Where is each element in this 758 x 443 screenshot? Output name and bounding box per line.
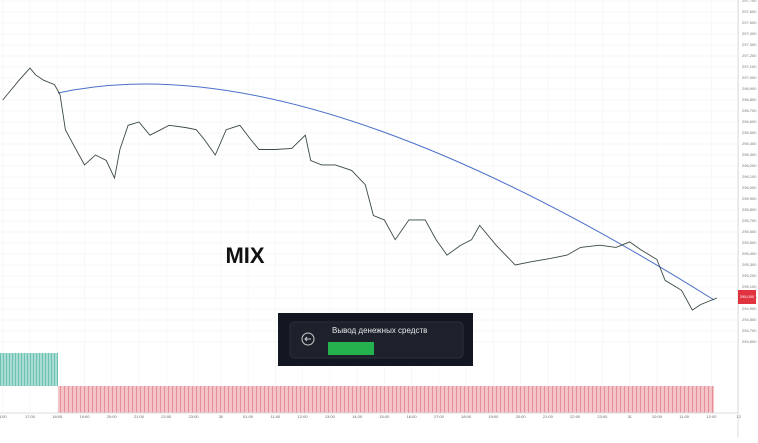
trend-curve	[57, 83, 715, 301]
x-tick-label: 22:00	[570, 414, 581, 419]
x-tick-label: 20:00	[107, 414, 118, 419]
y-tick-label: 294,800	[742, 317, 757, 322]
y-tick-label: 295,900	[742, 196, 757, 201]
x-tick-label: 13:00	[325, 414, 336, 419]
x-tick-label: 19:00	[79, 414, 90, 419]
toast-button[interactable]	[328, 342, 374, 355]
x-tick-label: 23:00	[189, 414, 200, 419]
x-tick-label: 11:00	[679, 414, 689, 419]
y-tick-label: 297,300	[742, 42, 757, 47]
y-tick-label: 295,300	[742, 262, 757, 267]
x-tick-label: 19:00	[488, 414, 499, 419]
x-tick-label: 23:00	[597, 414, 608, 419]
y-tick-label: 296,300	[742, 152, 757, 157]
y-tick-label: 297,600	[742, 9, 757, 14]
x-tick-label: 21:00	[134, 414, 145, 419]
x-tick-label: 30	[219, 414, 224, 419]
y-tick-label: 296,100	[742, 174, 757, 179]
x-tick-label: 31	[627, 414, 632, 419]
toast-text: Вывод денежных средств	[332, 326, 427, 335]
y-tick-label: 296,600	[742, 119, 757, 124]
x-tick-label: 15:00	[379, 414, 390, 419]
y-tick-label: 295,200	[742, 273, 757, 278]
x-tick-label: 17:00	[434, 414, 445, 419]
x-tick-label: 12	[736, 414, 741, 419]
y-tick-label: 294,700	[742, 328, 757, 333]
y-tick-label: 297,700	[742, 0, 757, 3]
x-tick-label: 11:00	[270, 414, 280, 419]
y-tick-label: 296,500	[742, 130, 757, 135]
y-tick-label: 296,800	[742, 97, 757, 102]
y-tick-label: 295,500	[742, 240, 757, 245]
y-tick-label: 295,600	[742, 229, 757, 234]
volume-buy	[0, 353, 58, 386]
y-tick-label: 297,200	[742, 53, 757, 58]
x-tick-label: 22:00	[161, 414, 172, 419]
y-tick-label: 295,100	[742, 284, 757, 289]
x-tick-label: 21:00	[543, 414, 554, 419]
x-tick-label: 01:00	[243, 414, 254, 419]
y-tick-label: 296,000	[742, 185, 757, 190]
y-tick-label: 296,200	[742, 163, 757, 168]
y-tick-label: 295,400	[742, 251, 757, 256]
x-tick-label: 10:00	[652, 414, 663, 419]
x-tick-label: 17:00	[25, 414, 36, 419]
last-price-box	[738, 290, 756, 304]
x-tick-label: 4:00	[0, 414, 7, 419]
x-tick-label: 20:00	[516, 414, 527, 419]
y-tick-label: 297,400	[742, 31, 757, 36]
price-line	[2, 67, 718, 311]
toast-icon-arrow	[304, 336, 311, 342]
toast: Вывод денежных средств	[278, 313, 473, 366]
x-tick-label: 16:00	[407, 414, 418, 419]
y-tick-label: 297,100	[742, 64, 757, 69]
x-tick-label: 12:00	[706, 414, 717, 419]
y-tick-label: 297,000	[742, 75, 757, 80]
x-tick-label: 12:00	[298, 414, 309, 419]
y-tick-label: 295,800	[742, 207, 757, 212]
y-tick-label: 296,400	[742, 141, 757, 146]
y-tick-label: 295,700	[742, 218, 757, 223]
x-tick-label: 14:00	[352, 414, 363, 419]
x-tick-label: 18:00	[52, 414, 63, 419]
toast-icon	[301, 332, 315, 346]
y-tick-label: 294,600	[742, 339, 757, 344]
mix-label: MIX	[225, 243, 264, 268]
y-tick-label: 294,900	[742, 306, 757, 311]
x-tick-label: 18:00	[461, 414, 472, 419]
volume-sell	[58, 386, 714, 413]
y-tick-label: 296,900	[742, 86, 757, 91]
y-tick-label: 297,500	[742, 20, 757, 25]
y-tick-label: 296,700	[742, 108, 757, 113]
last-price-label: 295,000	[740, 294, 755, 299]
